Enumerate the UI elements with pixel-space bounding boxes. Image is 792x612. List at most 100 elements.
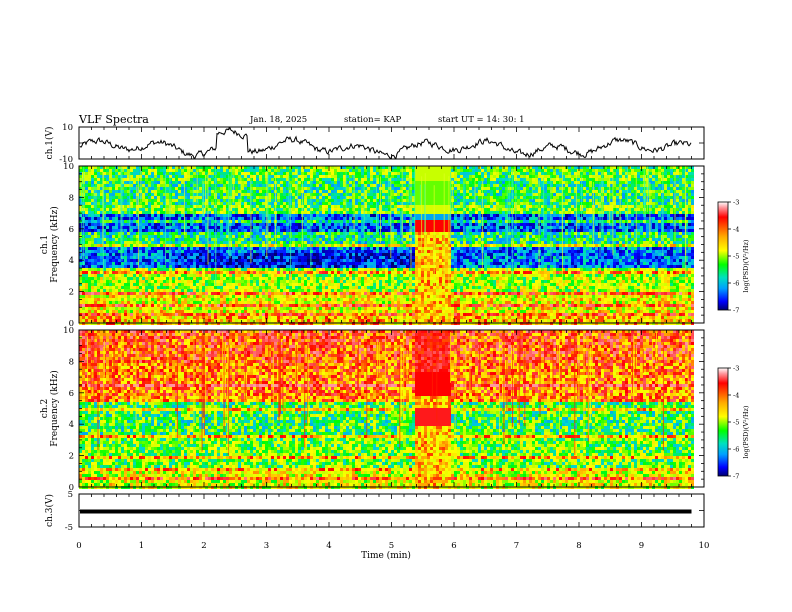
spectrogram-cell [499, 172, 502, 175]
spectrogram-cell [85, 196, 88, 199]
spectrogram-cell [211, 178, 214, 181]
spectrogram-cell [529, 190, 532, 193]
spectrogram-cell [613, 169, 616, 172]
spectrogram-cell [298, 190, 301, 193]
spectrogram-cell [547, 196, 550, 199]
spectrogram-cell [529, 196, 532, 199]
spectrogram-cell [361, 190, 364, 193]
ch1-waveform-line [80, 128, 691, 158]
spectrogram-cell [202, 169, 205, 172]
spectrogram-cell [124, 175, 127, 178]
spectrogram-cell [322, 199, 325, 202]
spectrogram-cell [88, 196, 91, 199]
spectrogram-cell [469, 178, 472, 181]
spectrogram-cell [148, 169, 151, 172]
spectrogram-cell [547, 181, 550, 184]
spectrogram-cell [658, 196, 661, 199]
spectrogram-cell [235, 169, 238, 172]
spectrogram-cell [361, 175, 364, 178]
spectrogram-cell [103, 169, 106, 172]
spectrogram-cell [178, 196, 181, 199]
spectrogram-cell [682, 196, 685, 199]
spectrogram-cell [379, 172, 382, 175]
spectrogram-cell [124, 187, 127, 190]
spectrogram-cell [616, 181, 619, 184]
spectrogram-cell [115, 196, 118, 199]
spectrogram-cell [688, 178, 691, 181]
spectrogram-cell [568, 178, 571, 181]
spectrogram-cell [322, 193, 325, 196]
spectrogram-cell [595, 175, 598, 178]
spectrogram-cell [670, 190, 673, 193]
spectrogram-cell [133, 196, 136, 199]
spectrogram-cell [523, 193, 526, 196]
spectrogram-cell [358, 181, 361, 184]
spectrogram-cell [640, 193, 643, 196]
spectrogram-cell [358, 196, 361, 199]
spectrogram-cell [640, 181, 643, 184]
spectrogram-cell [88, 172, 91, 175]
spectrogram-cell [523, 184, 526, 187]
spectrogram-cell [397, 190, 400, 193]
spectrogram-cell [430, 169, 433, 172]
spectrogram-cell [220, 196, 223, 199]
spectrogram-cell [322, 181, 325, 184]
spectrogram-cell [499, 181, 502, 184]
spectrogram-cell [547, 193, 550, 196]
spectrogram-cell [151, 199, 154, 202]
spectrogram-cell [586, 184, 589, 187]
spectrogram-cell [394, 184, 397, 187]
spectrogram-cell [565, 178, 568, 181]
spectrogram-cell [586, 169, 589, 172]
spectrogram-cell [445, 187, 448, 190]
spectrogram-cell [523, 181, 526, 184]
spectrogram-cell [502, 175, 505, 178]
spectrogram-cell [271, 187, 274, 190]
spectrogram-cell [445, 169, 448, 172]
spectrogram-cell [517, 187, 520, 190]
spectrogram-cell [85, 175, 88, 178]
spectrogram-cell [439, 190, 442, 193]
spectrogram-cell [178, 178, 181, 181]
spectrogram-cell [256, 175, 259, 178]
spectrogram-cell [658, 178, 661, 181]
spectrogram-cell [343, 193, 346, 196]
spectrogram-cell [487, 175, 490, 178]
spectrogram-cell [316, 181, 319, 184]
spectrogram-cell [607, 172, 610, 175]
spectrogram-cell [373, 178, 376, 181]
spectrogram-cell [247, 178, 250, 181]
spectrogram-cell [490, 190, 493, 193]
spectrogram-cell [160, 193, 163, 196]
spectrogram-cell [445, 184, 448, 187]
spectrogram-cell [469, 199, 472, 202]
spectrogram-cell [316, 196, 319, 199]
spectrogram-cell [142, 190, 145, 193]
spectrogram-cell [436, 172, 439, 175]
spectrogram-cell [628, 181, 631, 184]
spectrogram-cell [526, 187, 529, 190]
spectrogram-cell [568, 193, 571, 196]
spectrogram-cell [553, 187, 556, 190]
spectrogram-cell [394, 178, 397, 181]
spectrogram-cell [313, 196, 316, 199]
spectrogram-cell [577, 172, 580, 175]
spectrogram-cell [109, 169, 112, 172]
spectrogram-cell [112, 178, 115, 181]
spectrogram-cell [397, 187, 400, 190]
spectrogram-cell [313, 187, 316, 190]
spectrogram-cell [94, 181, 97, 184]
spectrogram-cell [655, 175, 658, 178]
spectrogram-cell [682, 193, 685, 196]
spectrogram-cell [517, 196, 520, 199]
spectrogram-cell [670, 193, 673, 196]
spectrogram-cell [478, 199, 481, 202]
spectrogram-cell [94, 169, 97, 172]
spectrogram-cell [97, 172, 100, 175]
spectrogram-cell [217, 169, 220, 172]
spectrogram-cell [148, 181, 151, 184]
spectrogram-cell [502, 169, 505, 172]
spectrogram-cell [565, 172, 568, 175]
spectrogram-cell [205, 169, 208, 172]
spectrogram-cell [349, 169, 352, 172]
